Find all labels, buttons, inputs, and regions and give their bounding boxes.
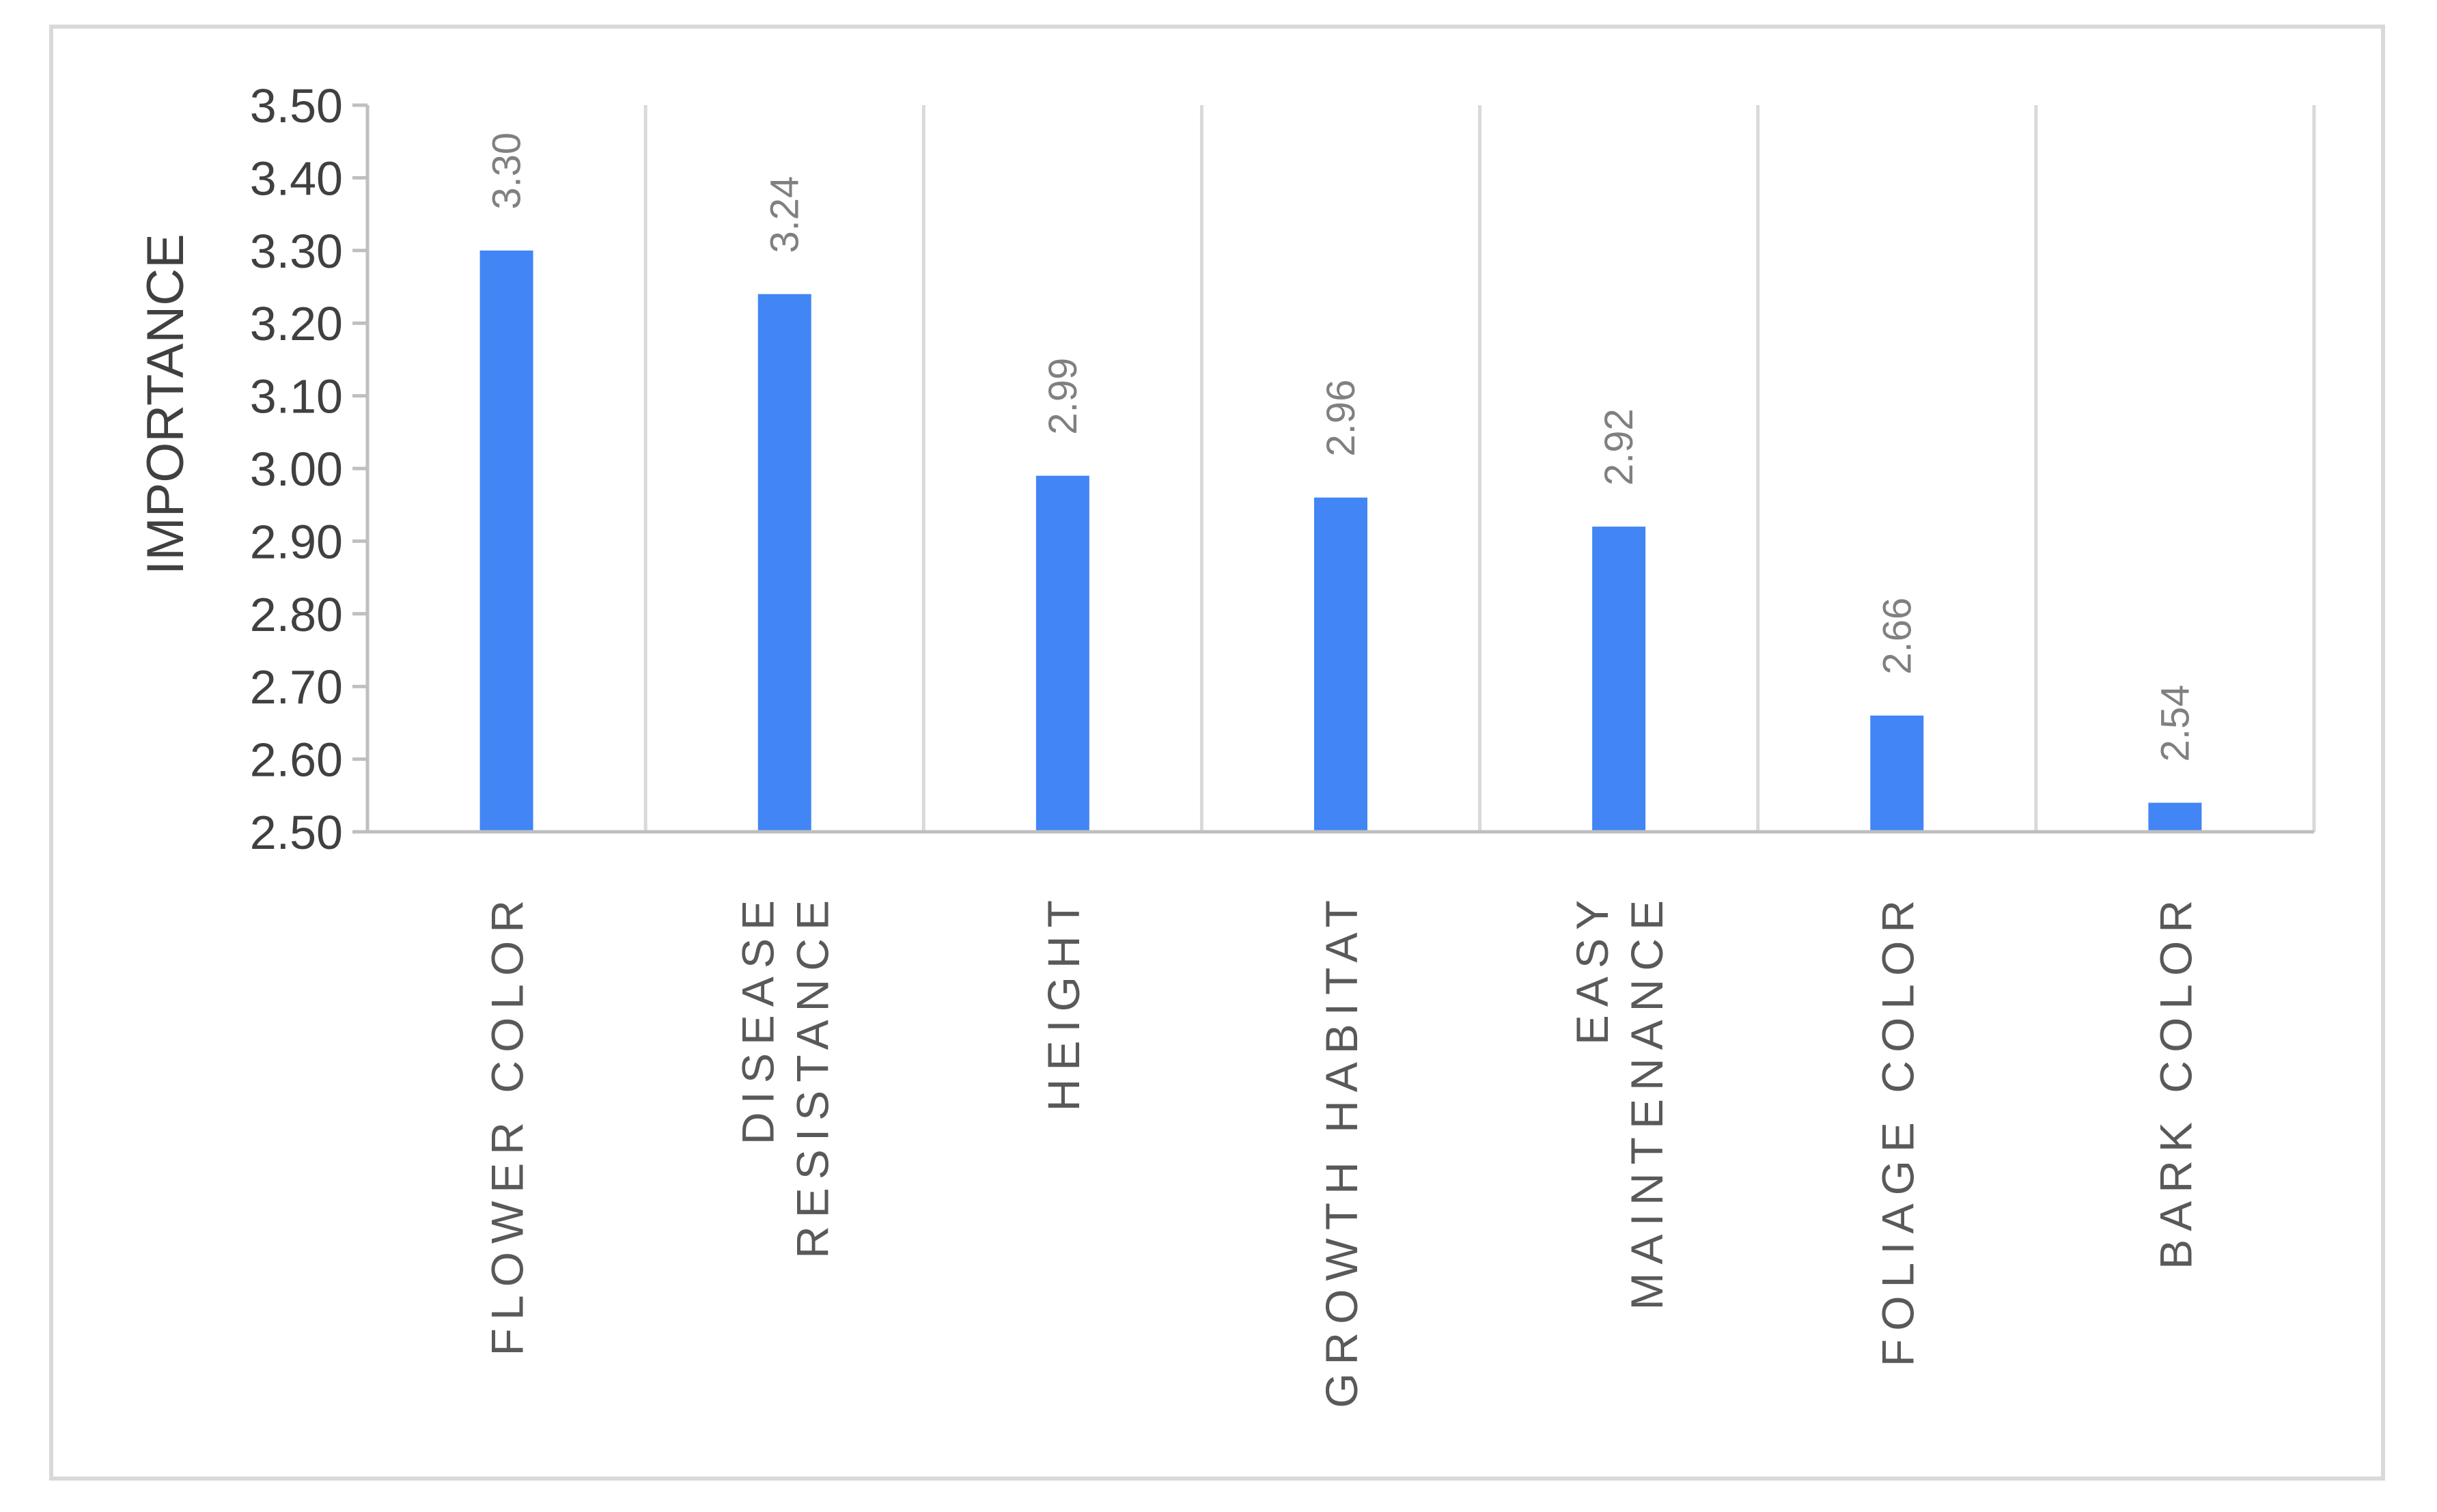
data-label: 2.54 [2153, 685, 2197, 762]
category-label-line: GROWTH HABITAT [1316, 892, 1367, 1408]
bar [1592, 527, 1646, 832]
category-label-line: FOLIAGE COLOR [1872, 892, 1923, 1367]
y-tick-label: 3.20 [250, 297, 343, 350]
y-tick-label: 2.80 [250, 588, 343, 641]
bar [1870, 715, 1924, 832]
axes [352, 103, 2314, 834]
chart-frame: 2.50 2.60 2.70 2.80 2.90 3.00 3.10 3.20 3.30 3.40… [49, 25, 2385, 1481]
category-label-line: MAINTENANCE [1621, 892, 1672, 1310]
category-label-line: EASY [1567, 892, 1617, 1045]
y-tick-label: 2.90 [250, 515, 343, 568]
data-label: 2.99 [1041, 358, 1085, 435]
category-label: GROWTH HABITAT [1316, 892, 1367, 1408]
category-label: EASY MAINTENANCE [1567, 892, 1672, 1310]
y-tick-label: 2.70 [250, 660, 343, 714]
data-label: 3.24 [763, 176, 807, 253]
category-label-line: DISEASE [733, 892, 783, 1145]
bar [1314, 497, 1367, 832]
category-label: FLOWER COLOR [482, 892, 533, 1356]
category-label-line: HEIGHT [1038, 892, 1089, 1111]
y-tick-labels: 2.50 2.60 2.70 2.80 2.90 3.00 3.10 3.20 3.30 3.40… [250, 79, 343, 859]
category-label: HEIGHT [1038, 892, 1089, 1111]
y-tick-label: 3.00 [250, 443, 343, 496]
data-labels: 3.30 3.24 2.99 2.96 2.92 2.66 2.54 [485, 132, 2198, 762]
y-tick-label: 3.50 [250, 79, 343, 132]
y-tick-label: 3.40 [250, 152, 343, 205]
category-labels: FLOWER COLOR DISEASE RESISTANCE HEIGHT GROWT… [482, 892, 2201, 1408]
category-label: BARK COLOR [2150, 892, 2201, 1270]
bar [479, 250, 533, 832]
grid-lines [643, 105, 2316, 832]
data-label: 3.30 [485, 132, 529, 210]
category-label-line: RESISTANCE [788, 892, 838, 1259]
bar [2148, 802, 2202, 832]
y-tick-label: 2.50 [250, 806, 343, 859]
y-tick-label: 3.30 [250, 225, 343, 278]
y-axis-label: IMPORTANCE [137, 234, 195, 575]
y-tick-label: 2.60 [250, 733, 343, 787]
category-label: FOLIAGE COLOR [1872, 892, 1923, 1367]
bar [757, 294, 811, 832]
data-label: 2.66 [1875, 598, 1919, 675]
bar [1035, 475, 1089, 832]
bars [479, 250, 2202, 832]
category-label-line: BARK COLOR [2150, 892, 2201, 1270]
category-label: DISEASE RESISTANCE [733, 892, 838, 1259]
data-label: 2.96 [1319, 380, 1363, 457]
bar-chart: 2.50 2.60 2.70 2.80 2.90 3.00 3.10 3.20 3.30 3.40… [137, 79, 2316, 1408]
y-tick-label: 3.10 [250, 370, 343, 423]
category-label-line: FLOWER COLOR [482, 892, 533, 1356]
data-label: 2.92 [1597, 408, 1641, 486]
